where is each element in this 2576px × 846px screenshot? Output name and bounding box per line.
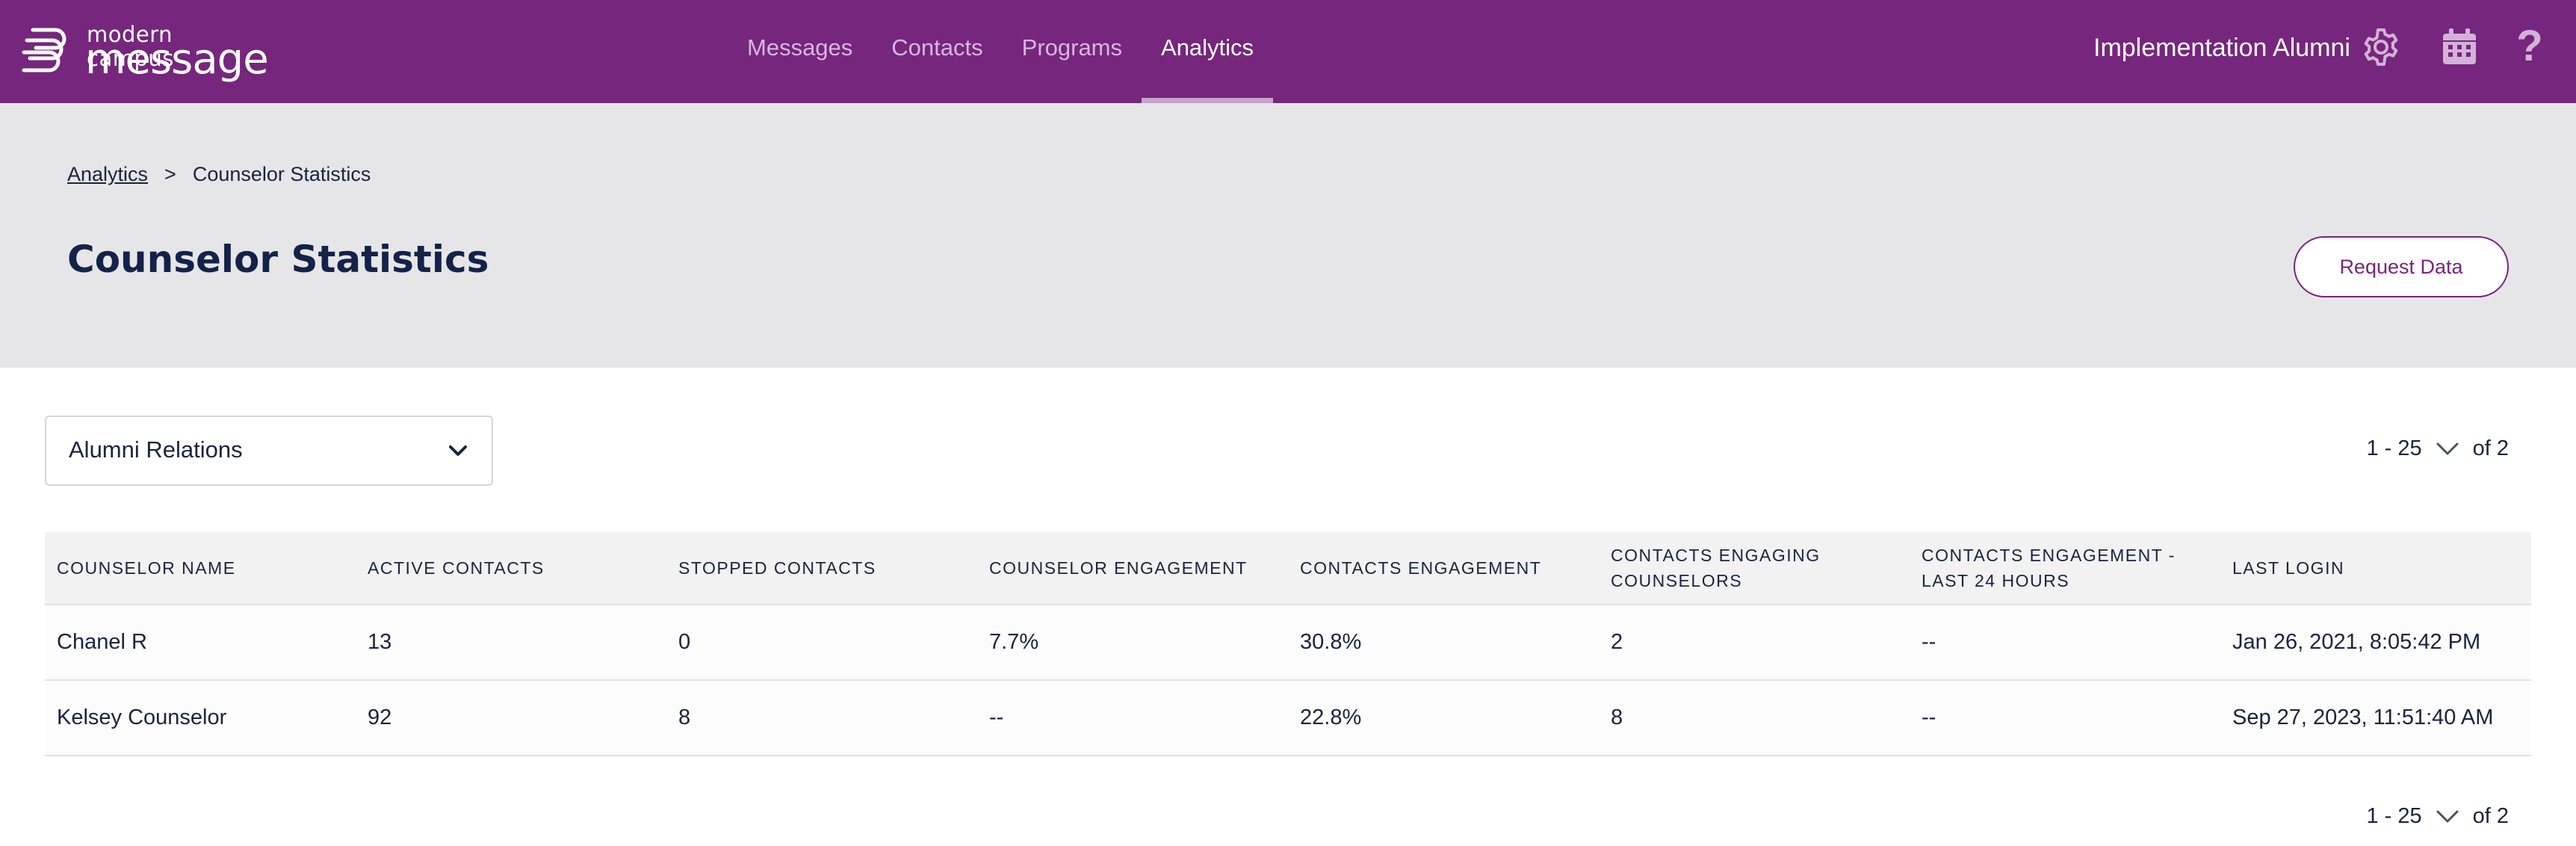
column-header-counselor-engagement[interactable]: COUNSELOR ENGAGEMENT	[989, 558, 1248, 578]
cell-last-login: Sep 27, 2023, 11:51:40 AM	[2232, 705, 2494, 729]
cell-counselor-name: Chanel R	[57, 630, 147, 654]
cell-active-contacts: 13	[368, 630, 392, 654]
table-row[interactable]: Chanel R 13 0 7.7% 30.8% 2 -- Jan 26, 20…	[45, 605, 2531, 681]
cell-counselor-engagement: --	[989, 705, 1004, 729]
pagination-bottom: 1 - 25 of 2	[2366, 804, 2509, 829]
cell-contacts-engagement: 30.8%	[1300, 630, 1362, 654]
counselor-stats-table: COUNSELOR NAME ACTIVE CONTACTS STOPPED C…	[45, 532, 2531, 756]
page-range-select[interactable]: 1 - 25	[2366, 436, 2422, 460]
table-row[interactable]: Kelsey Counselor 92 8 -- 22.8% 8 -- Sep …	[45, 681, 2531, 756]
pagination-top: 1 - 25 of 2	[2366, 436, 2509, 461]
page-total: of 2	[2472, 804, 2509, 828]
top-navigation-bar: modern campus message Messages Contacts …	[0, 0, 2576, 103]
logo-text-main: message	[85, 35, 269, 84]
help-icon[interactable]: ?	[2516, 22, 2543, 70]
breadcrumb-separator: >	[164, 163, 176, 185]
cell-contacts-engaging-counselors: 2	[1611, 630, 1623, 654]
gear-icon[interactable]	[2361, 27, 2401, 67]
chevron-down-icon[interactable]	[2436, 441, 2459, 457]
page-header: Analytics > Counselor Statistics Counsel…	[0, 103, 2576, 368]
logo-text-top: modern campus	[87, 22, 174, 71]
breadcrumb-analytics-link[interactable]: Analytics	[67, 163, 149, 185]
logo-mark-icon	[22, 28, 66, 72]
cell-contacts-engagement-24h: --	[1922, 630, 1936, 654]
calendar-icon[interactable]	[2442, 28, 2477, 66]
chevron-down-icon[interactable]	[2436, 809, 2459, 825]
cell-contacts-engagement-24h: --	[1922, 705, 1936, 729]
cell-active-contacts: 92	[368, 705, 392, 729]
nav-messages[interactable]: Messages	[747, 34, 853, 61]
column-header-counselor-name[interactable]: COUNSELOR NAME	[57, 558, 236, 578]
column-header-stopped-contacts[interactable]: STOPPED CONTACTS	[678, 558, 876, 578]
page-total: of 2	[2472, 436, 2509, 460]
cell-counselor-engagement: 7.7%	[989, 630, 1039, 654]
main-nav: Messages Contacts Programs Analytics	[728, 0, 1274, 103]
column-header-active-contacts[interactable]: ACTIVE CONTACTS	[368, 558, 545, 578]
column-header-contacts-engagement-24h[interactable]: CONTACTS ENGAGEMENT - LAST 24 HOURS	[1922, 546, 2176, 590]
cell-contacts-engagement: 22.8%	[1300, 705, 1362, 729]
table-header-row: COUNSELOR NAME ACTIVE CONTACTS STOPPED C…	[45, 532, 2531, 605]
column-header-contacts-engaging-counselors[interactable]: CONTACTS ENGAGING COUNSELORS	[1611, 546, 1821, 590]
department-select-value: Alumni Relations	[69, 436, 243, 463]
breadcrumb-current: Counselor Statistics	[192, 163, 371, 185]
request-data-button[interactable]: Request Data	[2294, 236, 2509, 297]
nav-analytics[interactable]: Analytics	[1142, 0, 1274, 103]
breadcrumb: Analytics > Counselor Statistics	[67, 163, 371, 186]
cell-contacts-engaging-counselors: 8	[1611, 705, 1623, 729]
cell-stopped-contacts: 0	[678, 630, 691, 654]
cell-last-login: Jan 26, 2021, 8:05:42 PM	[2232, 630, 2481, 654]
department-select[interactable]: Alumni Relations	[45, 416, 493, 486]
organization-name[interactable]: Implementation Alumni	[2093, 34, 2350, 62]
cell-stopped-contacts: 8	[678, 705, 691, 729]
nav-programs[interactable]: Programs	[1021, 34, 1123, 61]
nav-contacts[interactable]: Contacts	[891, 34, 983, 61]
cell-counselor-name: Kelsey Counselor	[57, 705, 227, 729]
page-range-select[interactable]: 1 - 25	[2366, 804, 2422, 828]
column-header-contacts-engagement[interactable]: CONTACTS ENGAGEMENT	[1300, 558, 1542, 578]
page-title: Counselor Statistics	[67, 238, 489, 281]
modern-campus-logo[interactable]: modern campus message	[19, 22, 269, 84]
column-header-last-login[interactable]: LAST LOGIN	[2232, 558, 2345, 578]
chevron-down-icon	[449, 445, 467, 456]
